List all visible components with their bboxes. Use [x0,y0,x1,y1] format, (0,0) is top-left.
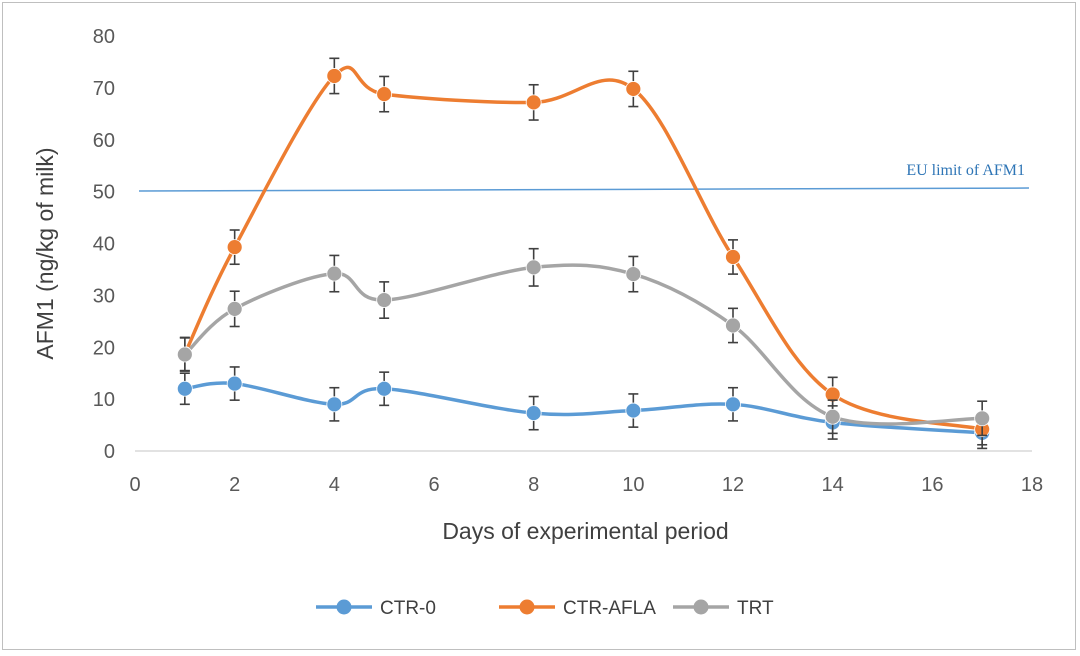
eu-limit-label: EU limit of AFM1 [906,162,1025,179]
series-line [183,263,983,426]
legend-swatch-marker [693,599,709,615]
x-axis-title: Days of experimental period [442,518,728,544]
x-axis-ticks: 0 2 4 6 8 10 12 14 16 18 [129,474,1043,496]
data-point [525,405,542,422]
data-point [625,266,642,283]
data-point [376,86,393,102]
y-tick-label: 20 [93,337,115,359]
series-layer [176,57,991,450]
data-point [226,375,243,392]
legend-label: TRT [737,598,774,619]
data-point [725,249,741,265]
line-chart: 0 10 20 30 40 50 60 70 80 0 2 4 6 8 10 12 14 16 18 EU lim… [32,26,1043,619]
x-tick-label: 10 [622,474,644,496]
x-tick-label: 2 [229,474,240,496]
legend-swatch-marker [336,599,352,615]
y-tick-label: 50 [93,182,115,204]
y-tick-label: 40 [93,234,115,256]
x-tick-label: 4 [329,474,340,496]
data-point [326,396,343,413]
y-tick-label: 70 [93,78,115,100]
series-line [183,65,983,431]
y-tick-label: 80 [93,26,115,48]
x-tick-label: 6 [428,474,439,496]
data-point [824,408,841,425]
y-tick-label: 60 [93,130,115,152]
data-point [725,396,741,413]
data-point [525,259,542,276]
series-ctr-0 [176,366,991,450]
legend-item-trt: TRT [673,598,774,619]
legend-swatch-marker [519,599,535,615]
data-point [625,81,642,97]
series-line [184,381,983,435]
y-tick-label: 30 [93,285,115,307]
y-axis-ticks: 0 10 20 30 40 50 60 70 80 [93,26,115,463]
data-point [326,265,343,282]
data-point [176,346,193,363]
y-tick-label: 0 [104,441,115,463]
x-tick-label: 14 [822,474,844,496]
eu-limit-line [138,187,1030,192]
x-tick-label: 8 [528,474,539,496]
legend-item-ctr-afla: CTR-AFLA [499,598,656,619]
data-point [376,380,393,397]
series-trt [176,247,991,437]
data-point [974,410,991,427]
data-point [226,300,243,317]
legend: CTR-0 CTR-AFLA TRT [316,598,774,619]
x-tick-label: 16 [921,474,943,496]
data-point [725,317,741,334]
legend-item-ctr-0: CTR-0 [316,598,436,619]
data-point [625,402,642,419]
data-point [326,68,343,84]
series-ctr-afla [176,57,991,446]
x-tick-label: 0 [129,474,140,496]
x-tick-label: 18 [1021,474,1043,496]
data-point [226,239,243,256]
legend-label: CTR-0 [380,598,436,619]
y-axis-title: AFM1 (ng/kg of milk) [32,147,58,359]
x-tick-label: 12 [722,474,744,496]
y-tick-label: 10 [93,389,115,411]
data-point [525,94,542,111]
reference-line-group: EU limit of AFM1 [138,162,1030,192]
data-point [376,292,393,308]
legend-label: CTR-AFLA [563,598,656,619]
data-point [176,380,193,397]
